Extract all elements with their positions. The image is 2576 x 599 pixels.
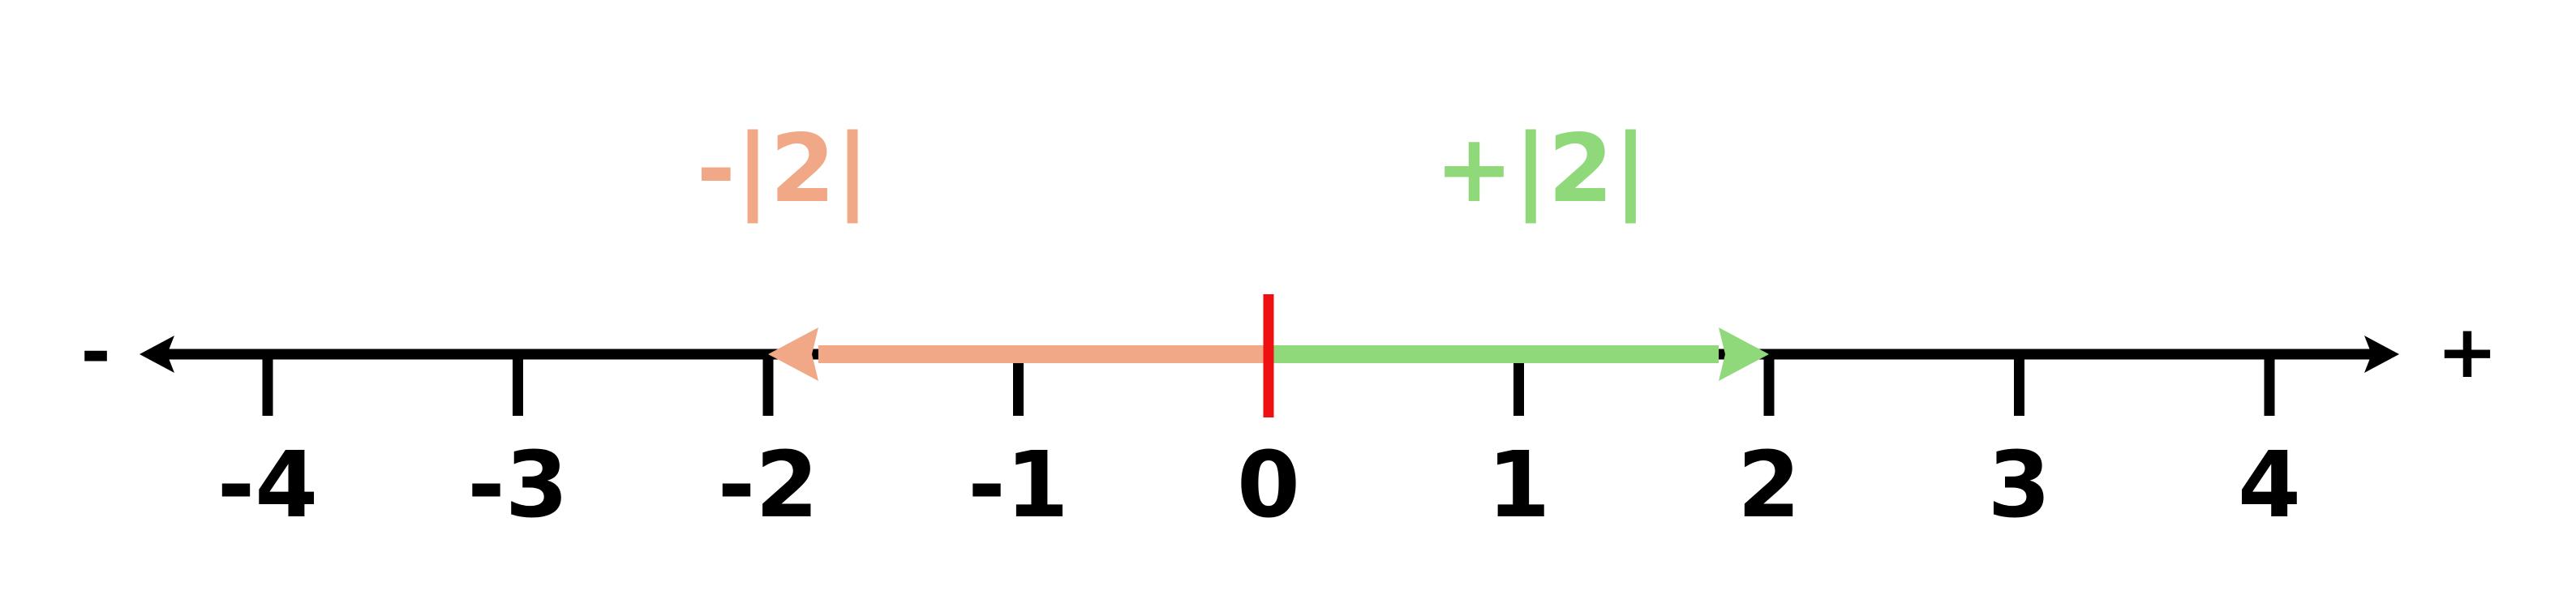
negative-absolute-value-label: -|2| bbox=[697, 114, 870, 224]
negative-distance-arrow bbox=[768, 327, 1269, 381]
axis-right-arrowhead bbox=[2364, 336, 2399, 373]
tick-label: 1 bbox=[1488, 433, 1551, 538]
tick-label: -3 bbox=[467, 433, 568, 538]
tick-label: 3 bbox=[1988, 433, 2051, 538]
tick-label: -2 bbox=[718, 433, 818, 538]
positive-absolute-value-label: +|2| bbox=[1435, 114, 1648, 224]
tick-label: -4 bbox=[217, 433, 318, 538]
tick-labels: -4 -3 -2 -1 0 1 2 3 4 bbox=[217, 433, 2301, 538]
tick-label: -1 bbox=[968, 433, 1068, 538]
positive-direction-label: + bbox=[2436, 310, 2497, 395]
tick-label: 2 bbox=[1737, 433, 1801, 538]
axis-left-arrowhead bbox=[140, 336, 174, 373]
arrowhead bbox=[1719, 327, 1769, 381]
tick-label: 4 bbox=[2238, 433, 2301, 538]
tick-marks bbox=[262, 354, 2275, 416]
arrowhead bbox=[768, 327, 818, 381]
negative-direction-label: - bbox=[80, 310, 110, 395]
tick-label: 0 bbox=[1237, 433, 1300, 538]
positive-distance-arrow bbox=[1269, 327, 1769, 381]
